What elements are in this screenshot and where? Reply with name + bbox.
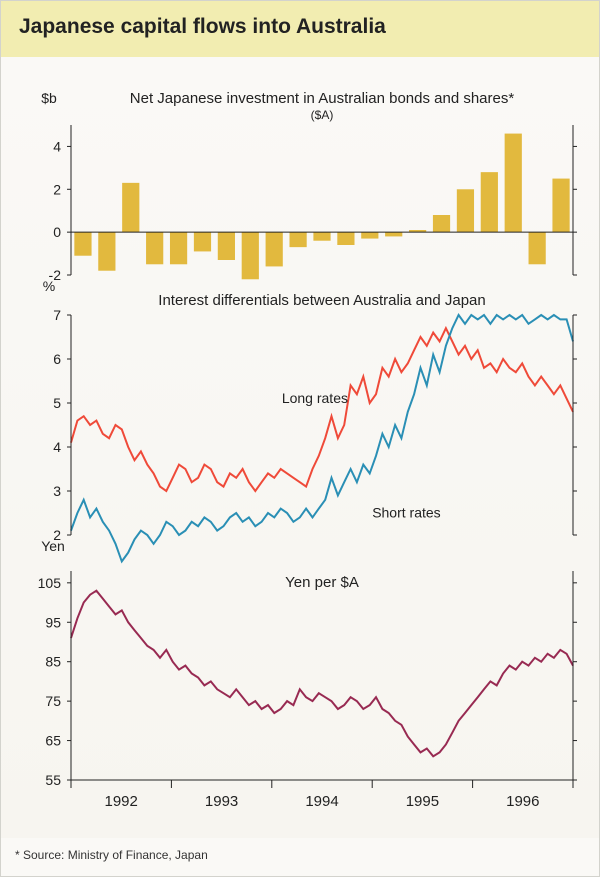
ytick-label: 85 — [45, 654, 61, 670]
panel3-unit: Yen — [41, 538, 65, 554]
panel3-title: Yen per $A — [285, 574, 359, 591]
ytick-label: 105 — [38, 575, 62, 591]
bar — [433, 215, 450, 232]
ytick-label: 75 — [45, 693, 61, 709]
chart-svg: $b Net Japanese investment in Australian … — [15, 65, 585, 825]
line-yen — [71, 591, 573, 757]
bar — [218, 232, 235, 260]
year-label: 1995 — [406, 793, 439, 810]
ytick-label: 55 — [45, 772, 61, 788]
series-label-long_rates: Long rates — [282, 390, 348, 406]
series-label-short_rates: Short rates — [372, 504, 440, 520]
ytick-label: 3 — [53, 483, 61, 499]
bar — [552, 179, 569, 233]
panel1-unit: $b — [41, 90, 57, 106]
bar — [505, 134, 522, 233]
bar — [74, 232, 91, 256]
bar — [457, 189, 474, 232]
ytick-label: 0 — [53, 224, 61, 240]
year-label: 1994 — [305, 793, 338, 810]
year-label: 1996 — [506, 793, 539, 810]
ytick-label: 95 — [45, 614, 61, 630]
line-short_rates — [71, 315, 573, 561]
bar — [481, 172, 498, 232]
bar — [337, 232, 354, 245]
ytick-label: 7 — [53, 307, 61, 323]
ytick-label: 4 — [53, 138, 61, 154]
bar — [266, 232, 283, 266]
bar — [146, 232, 163, 264]
ytick-label: 6 — [53, 351, 61, 367]
panel2-unit: % — [43, 278, 55, 294]
bar — [242, 232, 259, 279]
main-title: Japanese capital flows into Australia — [1, 1, 599, 57]
ytick-label: 5 — [53, 395, 61, 411]
panel1-title: Net Japanese investment in Australian bo… — [130, 90, 515, 107]
chart-area: $b Net Japanese investment in Australian … — [1, 57, 599, 838]
ytick-label: 2 — [53, 181, 61, 197]
bar — [194, 232, 211, 251]
panel2-title: Interest differentials between Australia… — [158, 292, 485, 309]
ytick-label: 65 — [45, 733, 61, 749]
bar — [361, 232, 378, 238]
bar — [289, 232, 306, 247]
figure: Japanese capital flows into Australia $b… — [0, 0, 600, 877]
year-label: 1993 — [205, 793, 238, 810]
ytick-label: 4 — [53, 439, 61, 455]
year-label: 1992 — [105, 793, 138, 810]
bar — [122, 183, 139, 232]
panel1-subtitle: ($A) — [311, 108, 334, 122]
bar — [98, 232, 115, 271]
bar — [385, 232, 402, 236]
bar — [313, 232, 330, 241]
line-long_rates — [71, 328, 573, 491]
bar — [529, 232, 546, 264]
bar — [170, 232, 187, 264]
source-note: * Source: Ministry of Finance, Japan — [1, 838, 599, 876]
